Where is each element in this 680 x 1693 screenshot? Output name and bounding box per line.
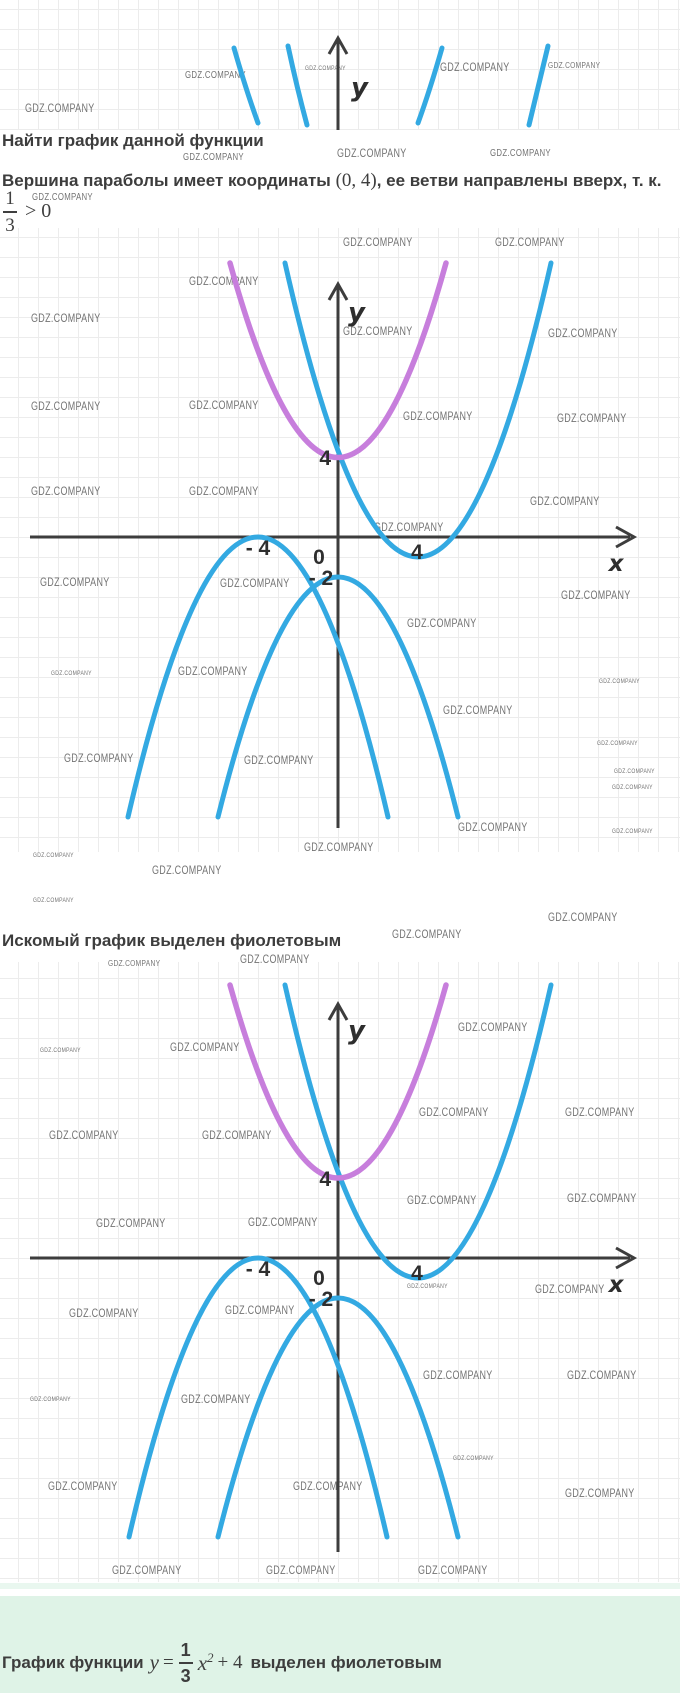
y-axis-arrow xyxy=(327,1000,349,1021)
tick-label-xminus4: - 4 xyxy=(246,537,271,560)
tick-label-xminus4: - 4 xyxy=(246,1258,271,1281)
tick-label-x4: 4 xyxy=(411,541,423,564)
math-x-squared: x2 xyxy=(197,1649,214,1675)
parabola-down-left-blue xyxy=(126,1255,390,1540)
solution-graph-2: 4 - 4 0 4 - 2 y x xyxy=(0,962,680,1582)
conclusion-prefix: График функции xyxy=(2,1652,144,1672)
parabola-down-center-blue xyxy=(215,574,461,820)
watermark: GDZ.COMPANY xyxy=(337,148,407,160)
watermark: GDZ.COMPANY xyxy=(33,897,74,904)
parabola-target-purple xyxy=(227,260,449,460)
parabola-target-purple xyxy=(227,982,449,1181)
x-axis-arrow xyxy=(615,525,638,549)
task-title: Найти график данной функции xyxy=(2,131,264,150)
watermark: GDZ.COMPANY xyxy=(392,929,462,941)
x-axis-label: x xyxy=(608,551,625,577)
conclusion-suffix: выделен фиолетовым xyxy=(250,1652,442,1672)
math-plus-four: + 4 xyxy=(217,1651,243,1673)
watermark: GDZ.COMPANY xyxy=(490,148,551,159)
green-strip xyxy=(0,1583,680,1589)
watermark: GDZ.COMPANY xyxy=(152,865,222,877)
parabola-down-left-blue xyxy=(125,534,391,820)
watermark: GDZ.COMPANY xyxy=(183,152,244,163)
fraction-bar xyxy=(3,211,17,213)
y-axis-arrow xyxy=(327,34,349,55)
tick-label-y4: 4 xyxy=(319,447,331,470)
tick-label-y4: 4 xyxy=(319,1168,331,1191)
parabola-down-center-blue xyxy=(215,1295,461,1540)
parabola-branch-upright-outer xyxy=(526,43,551,128)
question-graph-cropped: y xyxy=(0,0,680,130)
parabola-up-right-blue xyxy=(282,982,554,1281)
y-axis-label: y xyxy=(351,73,369,103)
math-fraction-one-third: 1 3 xyxy=(178,1640,193,1686)
parabola-up-right-blue xyxy=(282,260,554,560)
y-axis-arrow xyxy=(327,280,349,301)
vertex-statement: Вершина параболы имеет координаты (0, 4)… xyxy=(2,170,662,192)
fraction-numerator: 1 xyxy=(180,1640,191,1660)
x-axis-arrow xyxy=(615,1246,638,1270)
y-axis-label: y xyxy=(348,1016,366,1046)
tick-label-origin: 0 xyxy=(313,546,325,569)
inequality-comparison: > 0 xyxy=(25,200,52,223)
watermark: GDZ.COMPANY xyxy=(548,912,618,924)
math-y: y xyxy=(149,1650,159,1675)
fraction-numerator: 1 xyxy=(5,188,15,209)
parabola-branch-upright-inner xyxy=(415,45,445,126)
answer-note: Искомый график выделен фиолетовым xyxy=(2,931,342,950)
tick-label-yminus2: - 2 xyxy=(309,1288,334,1311)
one-third-inequality: 1 3 > 0 xyxy=(3,188,51,236)
fraction-denominator: 3 xyxy=(5,214,15,236)
fraction-denominator: 3 xyxy=(180,1665,191,1686)
y-axis-label: y xyxy=(348,298,366,328)
parabola-branch-upleft-inner xyxy=(285,43,310,128)
conclusion-box: График функции y = 1 3 x2 + 4 выделен фи… xyxy=(0,1596,680,1693)
tick-label-yminus2: - 2 xyxy=(309,567,334,590)
tick-label-x4: 4 xyxy=(411,1262,423,1285)
tick-label-origin: 0 xyxy=(313,1267,325,1290)
solution-graph-1: 4 - 4 0 4 - 2 y x xyxy=(0,228,680,852)
math-equals: = xyxy=(162,1651,174,1673)
parabola-branch-upleft-outer xyxy=(231,45,261,126)
vertex-statement-after: , ее ветви направлены вверх, т. к. xyxy=(376,171,662,190)
fraction-bar xyxy=(178,1662,193,1664)
watermark: GDZ.COMPANY xyxy=(33,852,74,859)
conclusion-formula: График функции y = 1 3 x2 + 4 выделен фи… xyxy=(2,1640,442,1686)
vertex-statement-before: Вершина параболы имеет координаты xyxy=(2,171,336,190)
fraction-one-third: 1 3 xyxy=(3,188,17,236)
x-axis-label: x xyxy=(608,1272,625,1298)
vertex-coordinates: (0, 4) xyxy=(335,170,377,191)
